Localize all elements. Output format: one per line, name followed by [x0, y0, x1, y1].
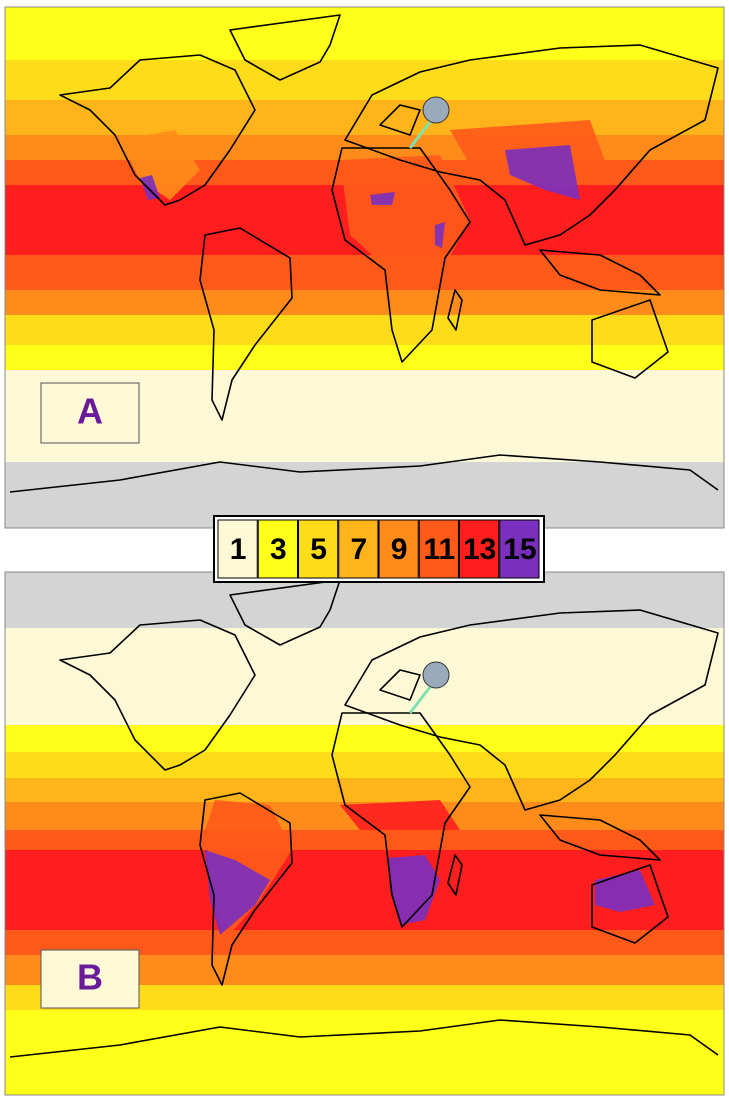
- legend-swatch: [298, 519, 339, 579]
- uv-band: [5, 752, 724, 778]
- uv-region: [505, 145, 580, 200]
- uv-band: [5, 255, 724, 290]
- uv-region: [120, 130, 200, 200]
- uv-region: [388, 855, 440, 925]
- panel-label: B: [77, 957, 103, 998]
- earth-icon: [422, 661, 450, 689]
- uv-region: [435, 222, 445, 248]
- earth-icon: [422, 96, 450, 124]
- uv-region: [140, 175, 160, 200]
- uv-band: [5, 290, 724, 315]
- uv-band: [5, 60, 724, 100]
- label-box: [40, 949, 140, 1009]
- legend-label: 11: [424, 533, 456, 566]
- legend-label: 15: [503, 533, 536, 566]
- legend-swatch: [338, 519, 379, 579]
- uv-band: [5, 725, 724, 752]
- legend-swatch: [217, 519, 258, 579]
- legend-label: 7: [351, 533, 368, 566]
- uv-band: [5, 315, 724, 345]
- legend-swatch: [418, 519, 459, 579]
- uv-region: [370, 192, 395, 205]
- legend-swatch: [499, 519, 540, 579]
- map-b: B: [5, 572, 724, 1095]
- map-a: A: [5, 7, 724, 528]
- uv-region: [595, 870, 655, 912]
- legend-label: 9: [391, 533, 408, 566]
- legend-label: 13: [463, 533, 496, 566]
- uv-band: [5, 100, 724, 135]
- uv-band: [5, 1010, 724, 1095]
- legend-swatch: [378, 519, 419, 579]
- uv-band: [5, 345, 724, 370]
- uv-band: [5, 628, 724, 725]
- uv-region: [205, 850, 270, 935]
- arrow: [408, 686, 432, 714]
- uv-band: [5, 830, 724, 850]
- legend-swatch: [459, 519, 500, 579]
- uv-band: [5, 778, 724, 802]
- uv-region: [340, 155, 470, 280]
- panel-label: A: [77, 391, 103, 432]
- legend-label: 3: [270, 533, 287, 566]
- legend: 1 3 5 7 9 11 13 15: [213, 515, 545, 583]
- uv-band: [5, 7, 724, 60]
- legend-label: 1: [230, 533, 247, 566]
- legend-label: 5: [310, 533, 327, 566]
- legend-swatch: [257, 519, 298, 579]
- label-box: [40, 382, 140, 444]
- uv-region: [340, 800, 460, 830]
- arrow: [408, 121, 432, 149]
